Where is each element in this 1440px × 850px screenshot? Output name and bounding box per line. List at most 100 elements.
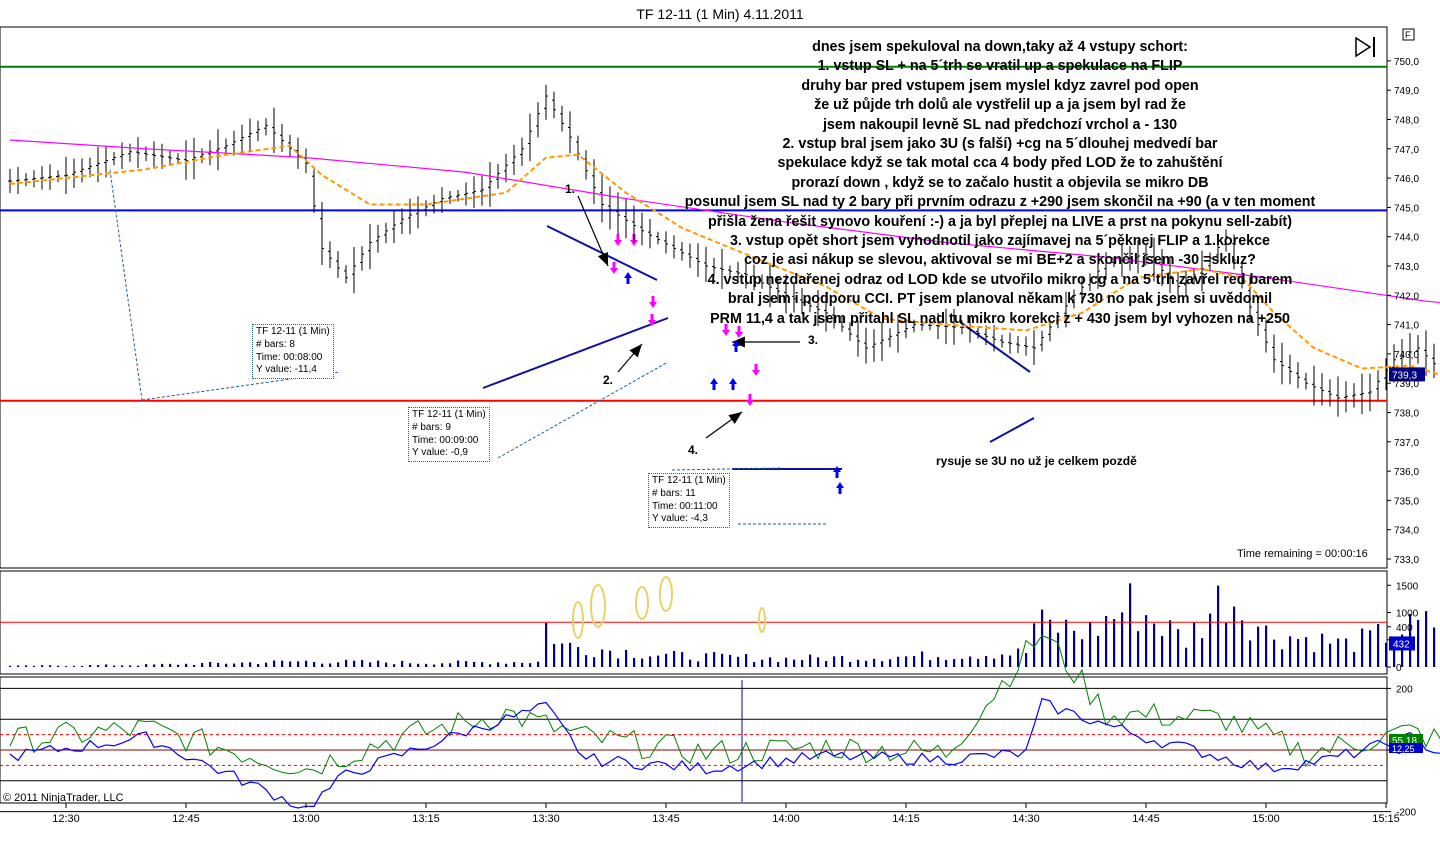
volume-bar xyxy=(1105,616,1108,667)
volume-bar xyxy=(801,660,804,667)
volume-bar xyxy=(993,658,996,667)
volume-bar xyxy=(377,660,380,667)
sell-signal-arrow xyxy=(614,234,622,246)
price-bar xyxy=(600,174,604,223)
price-bar xyxy=(424,200,428,217)
price-bar xyxy=(1280,342,1284,385)
volume-bar xyxy=(73,665,76,667)
price-bar xyxy=(528,113,532,162)
price-bar xyxy=(232,130,236,156)
time-tick-label: 13:00 xyxy=(292,813,320,825)
price-bar xyxy=(624,198,628,239)
volume-bar xyxy=(1009,655,1012,667)
volume-bar xyxy=(1305,637,1308,667)
volume-bar xyxy=(457,660,460,667)
volume-bar xyxy=(785,657,788,667)
volume-last-badge xyxy=(1389,636,1415,651)
volume-bar xyxy=(297,661,300,667)
volume-bar xyxy=(953,659,956,667)
volume-bar xyxy=(777,662,780,667)
price-bar xyxy=(992,325,996,352)
volume-bar xyxy=(969,656,972,667)
volume-bar xyxy=(1417,619,1420,667)
price-bar xyxy=(608,186,612,230)
price-bar xyxy=(984,325,988,346)
volume-tick-label: 0 xyxy=(1396,663,1402,674)
volume-bar xyxy=(289,661,292,667)
volume-bar xyxy=(417,663,420,667)
entry-3-label: 3. xyxy=(808,333,819,347)
volume-bar xyxy=(1385,642,1388,667)
price-bar xyxy=(664,231,668,254)
price-bar xyxy=(1008,332,1012,354)
price-bar xyxy=(1352,383,1356,408)
price-bar xyxy=(1024,336,1028,356)
volume-bar xyxy=(1113,618,1116,667)
measure-box-1[interactable]: TF 12-11 (1 Min) # bars: 8 Time: 00:08:0… xyxy=(252,324,334,380)
price-bar xyxy=(264,118,268,136)
price-bar xyxy=(112,151,116,166)
price-bar xyxy=(1192,269,1196,285)
price-bar xyxy=(1080,276,1084,304)
price-bar xyxy=(840,317,844,332)
cci-tick-label: 200 xyxy=(1396,684,1413,695)
volume-bar xyxy=(849,661,852,667)
volume-bar xyxy=(513,662,516,667)
price-bar xyxy=(704,246,708,283)
volume-bar xyxy=(1057,632,1060,667)
price-bar xyxy=(272,107,276,153)
volume-bar xyxy=(897,656,900,667)
volume-bar xyxy=(681,652,684,667)
volume-bar xyxy=(977,658,980,667)
price-bar xyxy=(976,326,980,339)
price-tick-label: 739,0 xyxy=(1394,379,1419,390)
price-bar xyxy=(224,138,228,156)
measure-box-3[interactable]: TF 12-11 (1 Min) # bars: 11 Time: 00:11:… xyxy=(648,473,730,529)
volume-bar xyxy=(809,654,812,667)
price-bar xyxy=(1032,330,1036,365)
measure-line: TF 12-11 (1 Min) xyxy=(652,475,726,486)
price-tick-label: 745,0 xyxy=(1394,203,1419,214)
time-tick-label: 14:15 xyxy=(892,813,920,825)
volume-bar xyxy=(49,665,52,667)
price-bar xyxy=(888,328,892,348)
price-bar xyxy=(1128,246,1132,271)
volume-bar xyxy=(1129,583,1132,667)
volume-spike-highlight xyxy=(572,601,584,639)
price-tick-label: 740,0 xyxy=(1394,350,1419,361)
cci-second-value: 12,25 xyxy=(1392,744,1415,754)
volume-bar xyxy=(1281,649,1284,667)
price-bar xyxy=(864,327,868,364)
price-bar xyxy=(792,282,796,313)
volume-bar xyxy=(177,664,180,667)
price-bar xyxy=(880,322,884,362)
volume-bar xyxy=(601,649,604,667)
volume-bar xyxy=(1345,638,1348,667)
volume-bar xyxy=(1017,648,1020,667)
measure-box-2[interactable]: TF 12-11 (1 Min) # bars: 9 Time: 00:09:0… xyxy=(408,407,490,463)
volume-bar xyxy=(833,656,836,667)
volume-spike-highlight xyxy=(659,576,673,612)
volume-bar xyxy=(1041,609,1044,667)
price-bar xyxy=(168,149,172,166)
price-bar xyxy=(1208,252,1212,272)
volume-bar xyxy=(657,655,660,667)
volume-bar xyxy=(57,665,60,667)
price-bar xyxy=(1224,229,1228,252)
volume-bar xyxy=(665,653,668,667)
volume-bar xyxy=(769,657,772,667)
price-tick-label: 742,0 xyxy=(1394,291,1419,302)
price-bar xyxy=(184,140,188,180)
price-tick-label: 744,0 xyxy=(1394,233,1419,244)
price-bar xyxy=(568,111,572,154)
price-tick-label: 748,0 xyxy=(1394,116,1419,127)
volume-bar xyxy=(1025,653,1028,667)
volume-bar xyxy=(1241,620,1244,667)
price-bar xyxy=(96,146,100,183)
volume-bar xyxy=(1337,638,1340,667)
price-bar xyxy=(512,144,516,175)
volume-bar xyxy=(569,642,572,667)
price-bar xyxy=(960,320,964,335)
volume-bar xyxy=(97,665,100,667)
